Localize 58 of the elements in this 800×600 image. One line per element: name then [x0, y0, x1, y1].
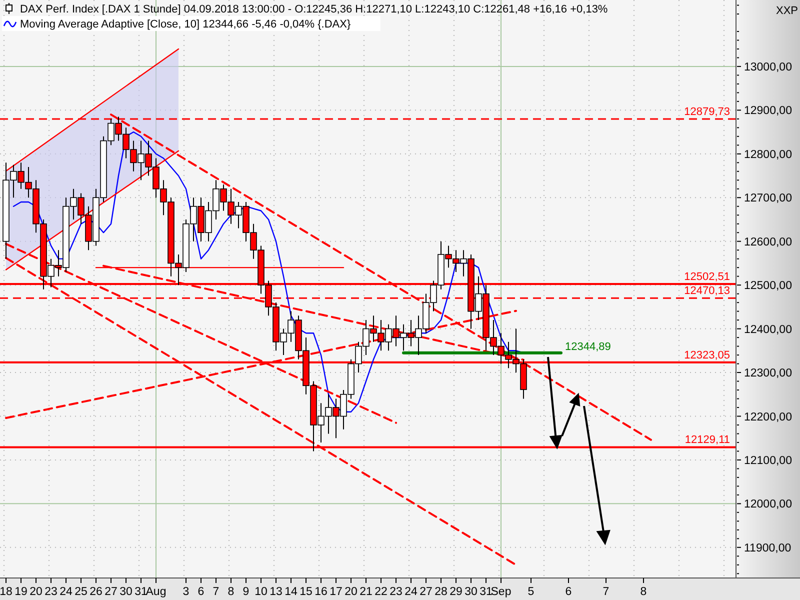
- x-tick-label: 30: [120, 586, 132, 598]
- y-tick-label: 12400,00: [744, 324, 792, 336]
- y-tick-label: 12800,00: [744, 148, 792, 161]
- x-tick-label: 7: [212, 586, 220, 598]
- x-tick-label: 22: [374, 586, 388, 598]
- x-tick-label: 24: [404, 586, 418, 598]
- y-tick-label: 12100,00: [744, 454, 792, 467]
- x-tick-label: 28: [434, 586, 448, 598]
- x-tick-label: 15: [300, 586, 312, 598]
- y-tick-label: 12900,00: [744, 105, 792, 118]
- ref-line-label: 12129,11: [684, 434, 730, 446]
- ref-line-label: 12470,13: [684, 285, 730, 298]
- y-tick-label: 12700,00: [744, 192, 792, 205]
- x-tick-label: 8: [228, 586, 234, 598]
- x-tick-label: 13: [270, 586, 282, 598]
- legend-label: Moving Average Adaptive [Close, 10] 12344,66 -5,46 -0,04% {.DAX}: [20, 18, 351, 30]
- x-tick-label: 14: [284, 586, 298, 598]
- x-tick-label: 27: [420, 586, 432, 598]
- x-tick-label: 30: [464, 586, 478, 598]
- x-tick-label: 24: [60, 586, 73, 598]
- x-tick-label: 20: [30, 586, 42, 598]
- x-tick-label: 18: [0, 586, 12, 598]
- ref-line-label: 12879,73: [684, 106, 730, 118]
- x-tick-label: 3: [182, 586, 190, 598]
- x-tick-label: 21: [360, 586, 372, 598]
- x-tick-label: 8: [640, 586, 647, 598]
- y-tick-label: 11900,00: [744, 542, 792, 554]
- y-tick-label: 12200,00: [744, 411, 792, 424]
- x-tick-label: Sep: [490, 586, 512, 598]
- x-tick-label: 9: [242, 586, 250, 598]
- x-tick-label: 26: [90, 586, 102, 598]
- x-tick-label: 23: [390, 586, 402, 598]
- x-tick-label: 10: [254, 586, 268, 598]
- y-tick-label: 12300,00: [744, 368, 792, 380]
- ref-line-label: 12323,05: [684, 349, 730, 362]
- x-tick-label: 31: [480, 586, 492, 598]
- x-tick-label: 29: [450, 586, 462, 598]
- x-tick-label: 16: [314, 586, 328, 598]
- x-tick-label: 5: [528, 586, 534, 598]
- series-label: 12344,89: [565, 340, 611, 353]
- x-tick-label: 31: [134, 586, 148, 598]
- y-tick-label: 12000,00: [744, 498, 792, 511]
- x-tick-label: 19: [14, 586, 28, 598]
- x-tick-label: 27: [104, 586, 118, 598]
- y-tick-label: 12600,00: [744, 236, 792, 248]
- x-tick-label: 20: [344, 586, 358, 598]
- x-tick-label: 23: [44, 586, 58, 598]
- x-tick-label: 6: [565, 586, 572, 598]
- chart-title: DAX Perf. Index [.DAX 1 Stunde] 04.09.2018 13:00:00 - O:12245,36 H:12271,10 L:12243,10 C:12261,48 +16,16 +0,13%: [20, 4, 608, 16]
- x-tick-label: 7: [602, 586, 610, 598]
- y-tick-label: 13000,00: [744, 61, 792, 74]
- x-tick-label: 17: [330, 586, 342, 598]
- x-tick-label: Aug: [146, 586, 166, 598]
- x-tick-label: 6: [198, 586, 204, 598]
- ref-line-label: 12502,51: [684, 270, 730, 283]
- text: XXP: [776, 5, 798, 17]
- y-tick-label: 12500,00: [744, 280, 792, 292]
- x-tick-label: 25: [74, 586, 88, 598]
